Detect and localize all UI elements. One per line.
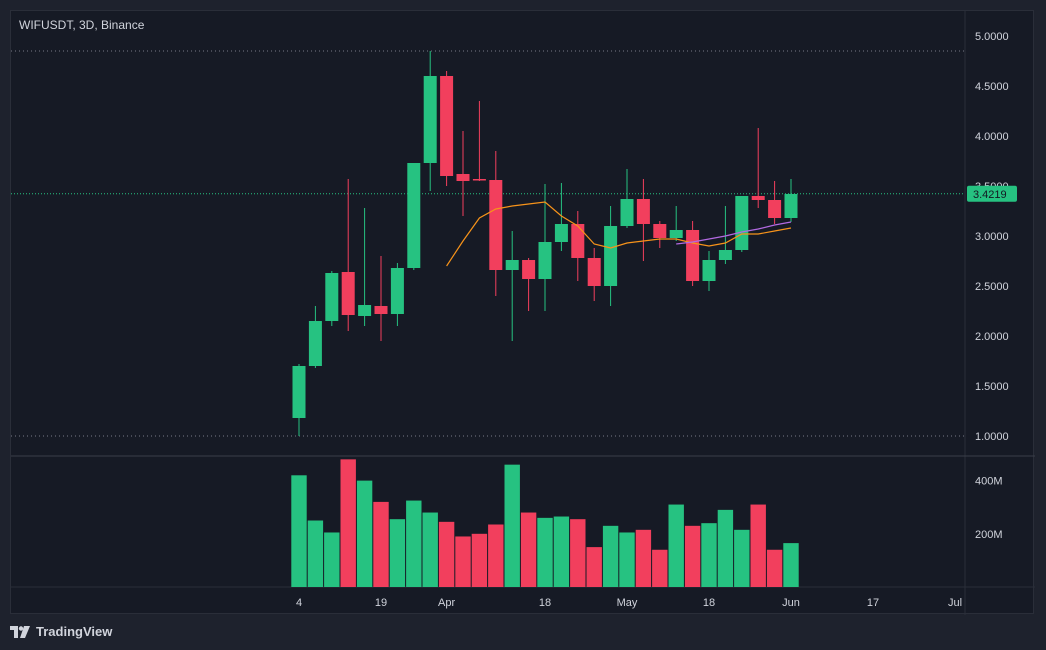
candle-body xyxy=(653,224,667,238)
volume-bar xyxy=(619,532,635,587)
volume-bar xyxy=(422,512,438,587)
volume-bar xyxy=(602,525,619,587)
candle-body xyxy=(505,260,519,270)
candle-body xyxy=(636,199,650,224)
candle-body xyxy=(538,242,552,279)
candle-body xyxy=(456,174,470,181)
time-tick-label: 18 xyxy=(703,597,715,609)
candle-body xyxy=(718,250,732,260)
volume-bar xyxy=(570,519,586,587)
volume-bar xyxy=(455,536,471,587)
axis-layer: 5.00004.50004.00003.50003.00002.50002.00… xyxy=(296,31,1017,609)
time-tick-label: 18 xyxy=(539,597,551,609)
time-tick-label: Jun xyxy=(782,597,800,609)
volume-bar xyxy=(406,500,422,587)
time-tick-label: May xyxy=(617,597,638,609)
candle-body xyxy=(440,76,454,176)
price-tick-label: 4.5000 xyxy=(975,81,1009,93)
candle-body xyxy=(292,366,306,418)
candle-body xyxy=(702,260,716,281)
volume-bar xyxy=(504,464,520,587)
volume-bar xyxy=(340,459,356,587)
volume-bar xyxy=(324,532,340,587)
ma-line-purple xyxy=(676,221,792,245)
time-tick-label: 4 xyxy=(296,597,302,609)
candle-body xyxy=(686,230,700,281)
last-price-badge xyxy=(967,185,1017,202)
candlestick-chart[interactable]: WIFUSDT, 3D, Binance 5.0000 4.5000 4.0000 3… xyxy=(11,11,1035,615)
candle-body xyxy=(768,200,782,218)
time-tick-label: Apr xyxy=(438,597,455,609)
candle-body xyxy=(751,196,765,200)
price-tick-label: 2.0000 xyxy=(975,331,1009,343)
candle-body xyxy=(407,163,421,268)
volume-tick-label: 200M xyxy=(975,529,1003,541)
volume-bar xyxy=(635,529,652,587)
volume-tick-label: 400M xyxy=(975,476,1003,488)
candle-body xyxy=(620,199,634,226)
candle-body xyxy=(374,306,388,314)
candle-body xyxy=(735,196,749,250)
volume-bar xyxy=(291,475,307,587)
candle-body xyxy=(571,224,585,258)
moving-average-layer xyxy=(446,201,792,267)
candle-body xyxy=(390,268,404,314)
volume-bar xyxy=(520,512,537,587)
volume-bar xyxy=(701,523,717,587)
price-tick-label: 4.0000 xyxy=(975,131,1009,143)
volume-bar xyxy=(717,509,734,587)
volume-bar xyxy=(307,520,324,587)
tradingview-footer[interactable]: TradingView xyxy=(10,624,112,639)
candle-body xyxy=(669,230,683,238)
volume-bar xyxy=(734,529,750,587)
candle-body xyxy=(554,224,568,242)
time-tick-label: Jul xyxy=(948,597,962,609)
candle-body xyxy=(587,258,601,286)
tradingview-brand: TradingView xyxy=(36,624,113,639)
last-price-label: 3.4219 xyxy=(973,189,1007,201)
candle-body xyxy=(784,194,798,218)
chart-legend[interactable]: WIFUSDT, 3D, Binance xyxy=(19,18,145,32)
volume-layer xyxy=(291,459,799,587)
volume-bar xyxy=(750,504,766,587)
volume-bar xyxy=(488,524,504,587)
volume-bar xyxy=(668,504,684,587)
price-tick-label: 1.0000 xyxy=(975,431,1009,443)
volume-bar xyxy=(766,549,783,587)
volume-bar xyxy=(438,521,455,587)
candle-body xyxy=(604,226,618,286)
volume-bar xyxy=(586,547,602,587)
volume-bar xyxy=(389,519,406,587)
volume-bar xyxy=(471,533,488,587)
price-tick-label: 2.5000 xyxy=(975,281,1009,293)
time-tick-label: 17 xyxy=(867,597,879,609)
volume-bar xyxy=(684,525,701,587)
volume-bar xyxy=(652,549,668,587)
price-tick-label: 5.0000 xyxy=(975,31,1009,43)
volume-bar xyxy=(373,501,389,587)
candle-body xyxy=(472,179,486,181)
candle-body xyxy=(522,260,536,279)
volume-bar xyxy=(356,480,373,587)
candle-body xyxy=(308,321,322,366)
candle-body xyxy=(325,273,339,321)
price-tick-label: 3.0000 xyxy=(975,231,1009,243)
candle-body xyxy=(358,305,372,316)
time-tick-label: 19 xyxy=(375,597,387,609)
grid-layer xyxy=(11,50,965,437)
candle-body xyxy=(341,272,355,315)
tradingview-logo-icon xyxy=(10,625,30,638)
candle-body xyxy=(489,180,503,270)
volume-bar xyxy=(783,543,799,587)
volume-bar xyxy=(553,516,570,587)
candle-body xyxy=(423,76,437,163)
candle-layer xyxy=(292,51,798,436)
price-tick-label: 1.5000 xyxy=(975,381,1009,393)
chart-frame: WIFUSDT, 3D, Binance 5.0000 4.5000 4.0000 3… xyxy=(10,10,1035,615)
ma-line-orange xyxy=(446,201,792,267)
volume-bar xyxy=(537,517,553,587)
